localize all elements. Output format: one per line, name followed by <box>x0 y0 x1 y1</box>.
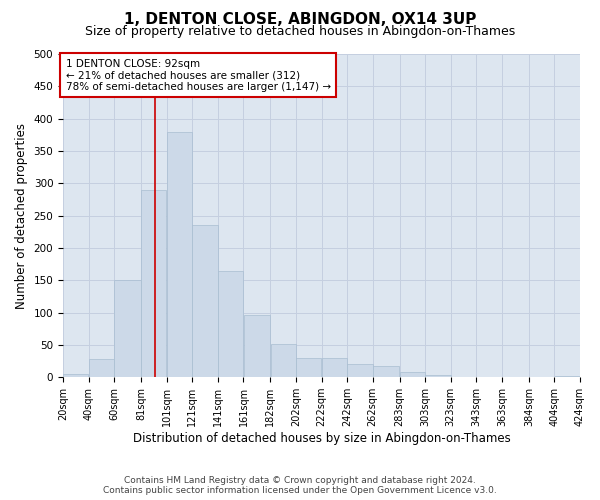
Text: Contains HM Land Registry data © Crown copyright and database right 2024.
Contai: Contains HM Land Registry data © Crown c… <box>103 476 497 495</box>
Bar <box>347 364 373 377</box>
Bar <box>400 372 425 377</box>
Bar <box>296 358 322 377</box>
Bar <box>63 374 88 377</box>
Bar <box>218 270 243 377</box>
Bar <box>89 359 114 377</box>
Y-axis label: Number of detached properties: Number of detached properties <box>15 122 28 308</box>
X-axis label: Distribution of detached houses by size in Abingdon-on-Thames: Distribution of detached houses by size … <box>133 432 511 445</box>
Bar <box>451 376 476 377</box>
Bar <box>476 376 502 377</box>
Bar <box>167 132 192 377</box>
Bar <box>373 366 400 377</box>
Bar <box>322 358 347 377</box>
Bar <box>554 376 580 377</box>
Bar <box>115 280 141 377</box>
Text: 1 DENTON CLOSE: 92sqm
← 21% of detached houses are smaller (312)
78% of semi-det: 1 DENTON CLOSE: 92sqm ← 21% of detached … <box>65 58 331 92</box>
Bar <box>193 226 218 377</box>
Bar <box>502 376 529 377</box>
Bar <box>141 190 166 377</box>
Bar <box>244 314 270 377</box>
Text: 1, DENTON CLOSE, ABINGDON, OX14 3UP: 1, DENTON CLOSE, ABINGDON, OX14 3UP <box>124 12 476 28</box>
Bar <box>271 344 296 377</box>
Bar <box>425 376 451 377</box>
Text: Size of property relative to detached houses in Abingdon-on-Thames: Size of property relative to detached ho… <box>85 25 515 38</box>
